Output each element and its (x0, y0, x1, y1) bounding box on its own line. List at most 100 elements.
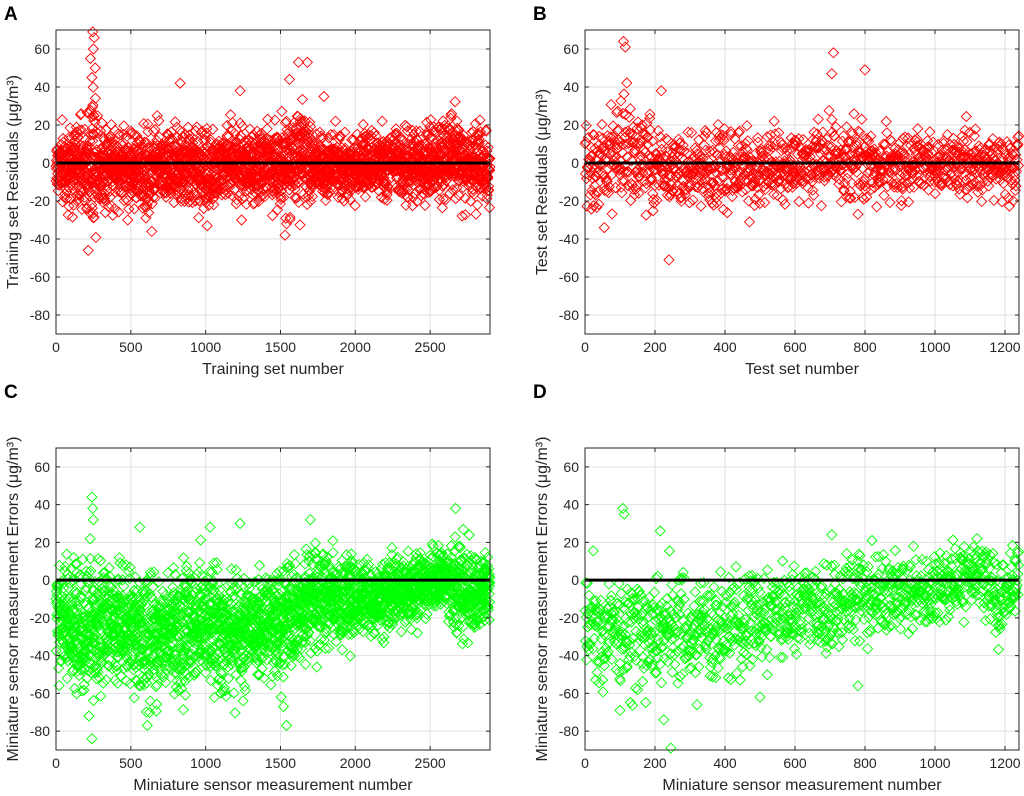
data-point (826, 68, 838, 80)
data-point (912, 123, 924, 135)
data-point (78, 191, 91, 204)
data-point (722, 177, 734, 189)
y-tick-label: -60 (559, 269, 579, 285)
data-point (897, 132, 909, 145)
data-point (585, 203, 598, 215)
data-point (627, 183, 639, 195)
data-point (793, 195, 805, 208)
data-point (469, 118, 482, 130)
data-point (428, 121, 440, 133)
data-point (474, 126, 487, 138)
data-point (717, 129, 729, 141)
data-point (844, 185, 856, 197)
data-point (252, 185, 264, 197)
data-point (816, 134, 828, 147)
data-point (91, 188, 103, 200)
data-point (75, 124, 88, 136)
data-point (852, 208, 864, 220)
data-point (280, 212, 292, 224)
data-point (735, 172, 748, 184)
data-point (750, 147, 762, 159)
panel-b: B 0 200 400 600 800 1000 1200-80-60-40-2002040… (533, 4, 1024, 378)
data-point (87, 26, 99, 38)
data-point (751, 181, 764, 194)
data-point (619, 126, 632, 138)
data-point (127, 172, 139, 184)
data-point (269, 114, 281, 126)
data-point (209, 138, 222, 150)
data-point (447, 126, 459, 138)
data-points (579, 35, 1024, 266)
y-tick-label: 20 (563, 117, 579, 133)
data-point (447, 184, 459, 196)
data-point (474, 114, 486, 126)
data-point (81, 142, 93, 155)
data-point (647, 193, 660, 206)
data-point (394, 131, 407, 143)
data-point (138, 136, 151, 148)
data-point (666, 185, 678, 197)
panel-a: A 0 500 1000 1500 2000 2500-80-60-40-20020406… (4, 4, 496, 378)
data-point (628, 188, 641, 201)
data-point (82, 244, 94, 257)
data-point (820, 144, 832, 156)
data-point (861, 167, 874, 179)
data-point (585, 150, 597, 162)
data-point (678, 145, 690, 157)
data-point (160, 187, 173, 199)
data-point (453, 189, 465, 202)
data-point (707, 176, 719, 189)
data-point (726, 190, 738, 203)
data-point (149, 192, 161, 204)
data-point (146, 225, 158, 238)
data-point (622, 137, 635, 149)
y-axis-label-text: Training set Residuals (5, 131, 22, 289)
data-point (205, 168, 218, 181)
data-point (699, 173, 711, 186)
data-point (483, 180, 495, 193)
data-point (112, 128, 124, 140)
y-tick-label: 40 (34, 79, 50, 95)
data-point (314, 126, 326, 138)
data-point (873, 145, 886, 157)
data-point (203, 199, 215, 212)
data-point (747, 180, 759, 192)
data-point (109, 124, 121, 137)
data-point (244, 123, 256, 135)
data-point (880, 115, 892, 128)
y-axis-label: Training set Residuals (μg/m³) (5, 75, 22, 289)
data-point (961, 135, 973, 148)
data-point (301, 56, 314, 68)
data-point (662, 134, 674, 146)
data-point (924, 126, 936, 138)
data-point (381, 183, 393, 196)
data-point (658, 168, 670, 181)
data-point (70, 126, 83, 138)
data-point (633, 187, 645, 199)
data-point (700, 127, 712, 139)
data-point (296, 93, 309, 106)
y-tick-label: -20 (30, 193, 50, 209)
data-point (445, 109, 457, 122)
data-point (91, 127, 104, 139)
data-point (764, 167, 776, 179)
data-point (790, 135, 802, 147)
data-point (354, 154, 366, 166)
data-point (281, 144, 293, 156)
data-point (481, 189, 493, 201)
data-point (850, 161, 862, 173)
data-point (419, 199, 431, 212)
data-point (293, 176, 305, 189)
data-point (609, 181, 622, 194)
data-point (860, 146, 872, 158)
data-point (174, 125, 186, 137)
data-point (865, 183, 877, 196)
data-point (702, 187, 715, 200)
data-point (659, 173, 671, 185)
data-point (609, 139, 621, 151)
data-point (450, 192, 462, 205)
data-point (606, 146, 619, 158)
data-point (381, 186, 393, 198)
data-point (56, 114, 68, 126)
data-point (422, 186, 434, 199)
